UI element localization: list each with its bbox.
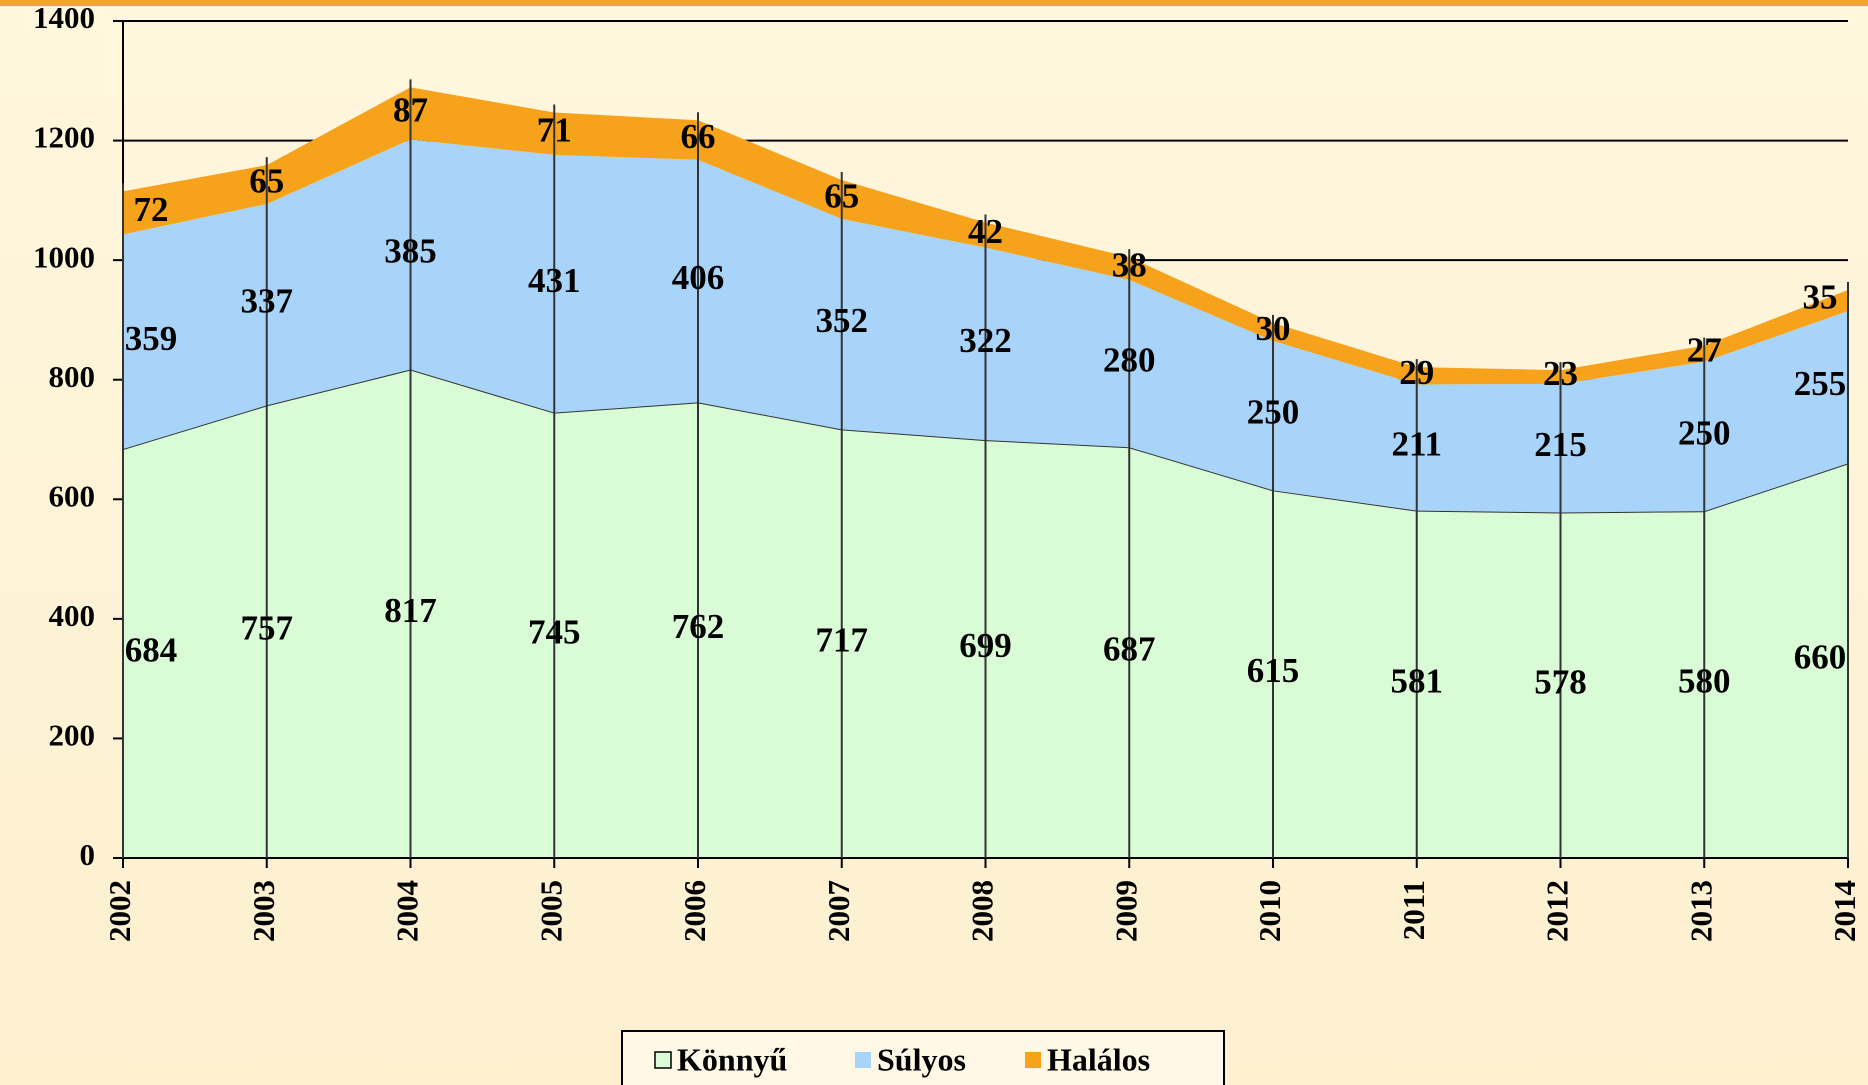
legend-label: Halálos	[1047, 1041, 1150, 1077]
data-label: 27	[1687, 331, 1722, 370]
y-tick-label: 400	[49, 598, 96, 633]
data-label: 72	[134, 190, 169, 229]
data-label: 65	[249, 162, 284, 201]
data-label: 757	[241, 609, 294, 648]
data-label: 42	[968, 212, 1003, 251]
data-label: 38	[1112, 246, 1147, 285]
data-label: 359	[125, 319, 178, 358]
y-tick-label: 1000	[33, 239, 95, 274]
x-tick-label: 2008	[965, 880, 1000, 942]
data-label: 581	[1391, 661, 1444, 700]
data-label: 250	[1678, 414, 1731, 453]
data-label: 65	[824, 176, 859, 215]
data-label: 87	[393, 90, 428, 129]
data-label: 385	[384, 231, 437, 270]
y-tick-label: 600	[49, 478, 96, 513]
data-label: 684	[125, 631, 178, 670]
data-label: 71	[537, 111, 572, 150]
x-tick-label: 2011	[1396, 880, 1431, 940]
page: 0 200 400 600 800 1000 1200 1400 2002 2003 2004 200…	[0, 0, 1868, 1085]
data-label: 660	[1794, 638, 1847, 677]
y-tick-label: 200	[49, 718, 96, 753]
data-label: 30	[1256, 309, 1291, 348]
data-label: 337	[241, 282, 294, 321]
data-label: 211	[1391, 425, 1442, 464]
legend-label: Súlyos	[877, 1041, 966, 1077]
data-label: 615	[1247, 651, 1300, 690]
data-label: 817	[384, 591, 437, 630]
legend-swatch	[855, 1052, 871, 1068]
data-label: 699	[959, 626, 1012, 665]
y-tick-label: 1200	[33, 120, 95, 155]
chart: 0 200 400 600 800 1000 1200 1400 2002 2003 2004 200…	[0, 0, 1868, 1085]
data-label: 745	[528, 612, 581, 651]
data-label: 215	[1534, 425, 1587, 464]
data-label: 406	[672, 258, 725, 297]
data-label: 431	[528, 261, 581, 300]
x-tick-label: 2013	[1683, 880, 1718, 942]
x-tick-label: 2007	[821, 880, 856, 942]
data-label: 255	[1794, 364, 1847, 403]
x-tick-label: 2010	[1252, 880, 1287, 942]
x-tick-label: 2005	[533, 880, 568, 942]
y-tick-label: 1400	[33, 0, 95, 35]
data-label: 687	[1103, 630, 1156, 669]
top-bar	[0, 0, 1868, 6]
x-tick-label: 2014	[1827, 880, 1862, 942]
x-tick-label: 2003	[246, 880, 281, 942]
data-label: 352	[816, 301, 869, 340]
data-label: 578	[1534, 662, 1587, 701]
y-tick-label: 800	[49, 359, 96, 394]
x-tick-label: 2004	[390, 880, 425, 942]
data-label: 580	[1678, 662, 1731, 701]
data-label: 762	[672, 607, 725, 646]
x-tick-label: 2009	[1108, 880, 1143, 942]
legend-swatch	[1025, 1052, 1041, 1068]
x-tick-label: 2012	[1540, 880, 1575, 942]
y-tick-label: 0	[80, 837, 96, 872]
data-label: 280	[1103, 341, 1156, 380]
data-label: 29	[1399, 353, 1434, 392]
data-label: 23	[1543, 354, 1578, 393]
data-label: 250	[1247, 393, 1300, 432]
x-tick-label: 2006	[677, 880, 712, 942]
data-label: 66	[681, 117, 716, 156]
legend-swatch	[655, 1052, 671, 1068]
x-tick-label: 2002	[102, 880, 137, 942]
data-label: 322	[959, 321, 1012, 360]
data-label: 717	[816, 621, 869, 660]
legend-label: Könnyű	[677, 1041, 787, 1077]
data-label: 35	[1803, 278, 1838, 317]
